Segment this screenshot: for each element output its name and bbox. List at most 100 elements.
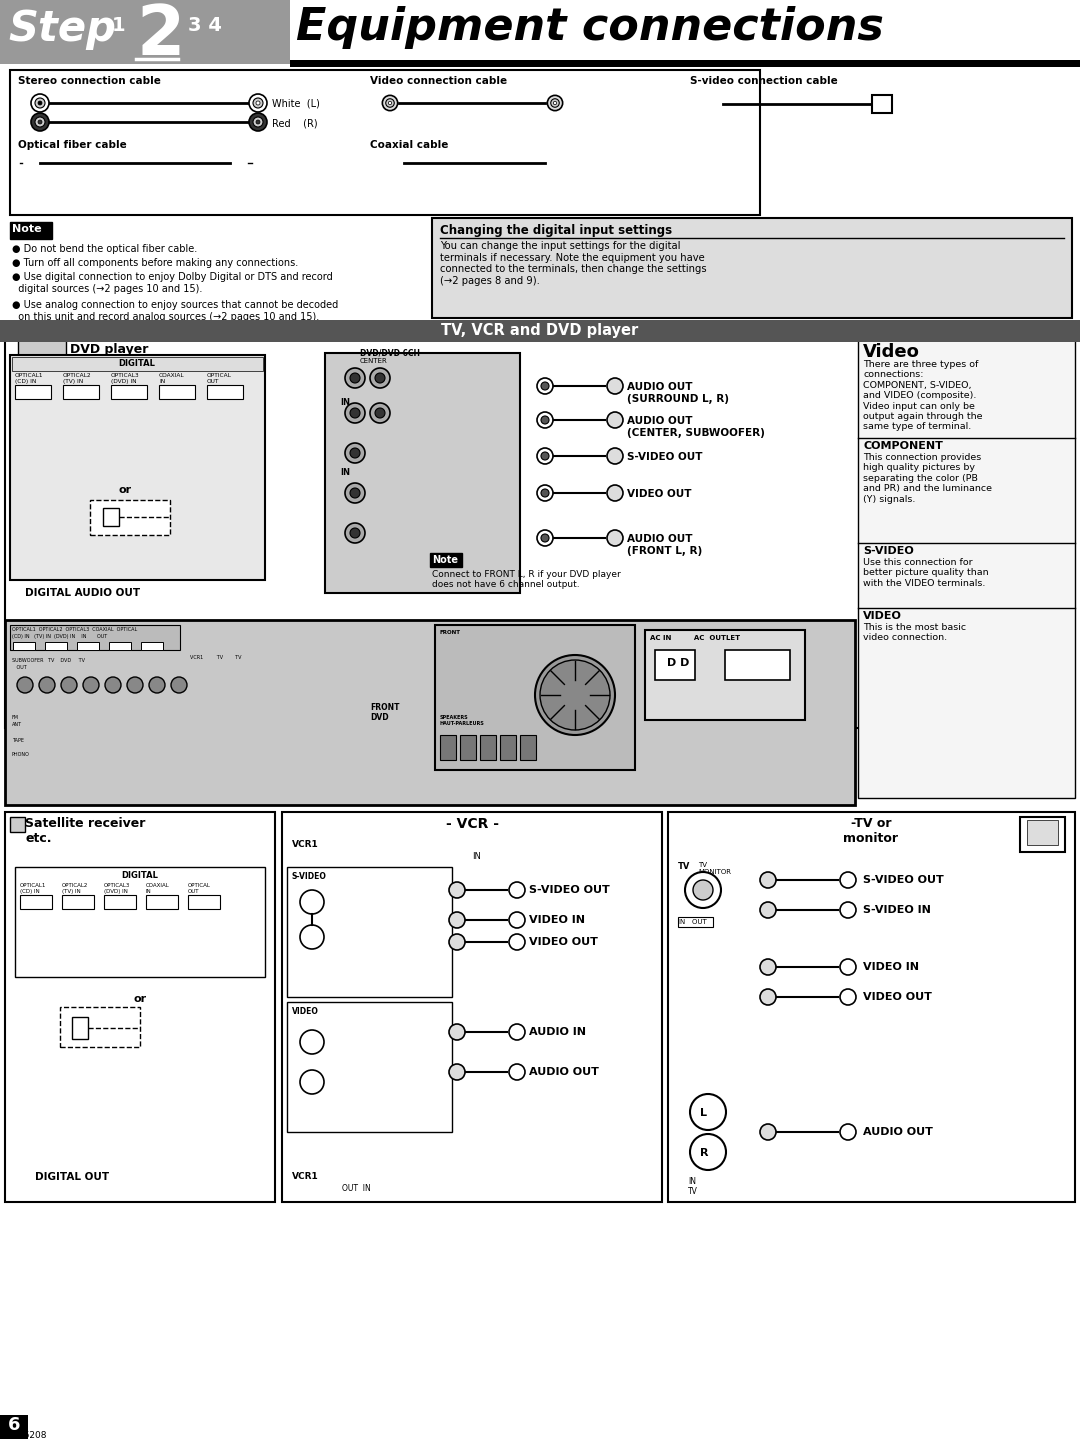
Bar: [519, 735, 536, 760]
Text: Video: Video: [863, 342, 920, 361]
Text: AUDIO OUT: AUDIO OUT: [529, 1066, 599, 1076]
Bar: [60, 1007, 140, 1048]
Circle shape: [253, 98, 264, 108]
Bar: [0, 1415, 28, 1439]
Bar: [645, 630, 805, 720]
Circle shape: [345, 484, 365, 504]
Circle shape: [685, 872, 721, 908]
Circle shape: [449, 882, 465, 898]
Circle shape: [607, 378, 623, 394]
Circle shape: [509, 1063, 525, 1081]
Bar: [5, 338, 860, 728]
Circle shape: [149, 676, 165, 694]
Circle shape: [256, 101, 260, 105]
Text: Changing the digital input settings: Changing the digital input settings: [440, 224, 672, 237]
Circle shape: [249, 94, 267, 112]
Text: OUT: OUT: [12, 665, 27, 671]
Bar: [15, 386, 51, 399]
Text: AUDIO OUT
(FRONT L, R): AUDIO OUT (FRONT L, R): [627, 534, 702, 555]
Circle shape: [300, 925, 324, 948]
Bar: [0, 0, 291, 63]
Text: S-VIDEO IN: S-VIDEO IN: [863, 905, 931, 915]
Bar: [282, 812, 662, 1202]
Circle shape: [840, 958, 856, 976]
Text: OPTICAL3
(DVD) IN: OPTICAL3 (DVD) IN: [111, 373, 139, 384]
Text: VIDEO IN: VIDEO IN: [529, 915, 585, 925]
Text: DIGITAL OUT: DIGITAL OUT: [35, 1171, 109, 1181]
Bar: [159, 386, 195, 399]
Text: Step: Step: [8, 9, 116, 50]
Text: R: R: [700, 1148, 708, 1158]
Circle shape: [540, 661, 610, 730]
Text: Video connection cable: Video connection cable: [370, 76, 508, 86]
Circle shape: [350, 409, 360, 417]
Circle shape: [300, 889, 324, 914]
Circle shape: [537, 412, 553, 427]
Text: or: or: [134, 994, 147, 1004]
Circle shape: [541, 381, 549, 390]
Bar: [111, 386, 147, 399]
Bar: [380, 155, 404, 171]
Circle shape: [537, 485, 553, 501]
Text: OPTICAL1
(CD) IN: OPTICAL1 (CD) IN: [21, 884, 46, 894]
Bar: [109, 642, 131, 650]
Circle shape: [375, 409, 384, 417]
Text: Note: Note: [432, 555, 458, 566]
Circle shape: [31, 114, 49, 131]
Text: Note: Note: [12, 224, 42, 235]
Circle shape: [541, 534, 549, 543]
Bar: [500, 735, 516, 760]
Text: This connection provides
high quality pictures by
separating the color (PB
and P: This connection provides high quality pi…: [863, 453, 993, 504]
Bar: [62, 895, 94, 909]
Circle shape: [541, 452, 549, 460]
Text: Connect to FRONT L, R if your DVD player
does not have 6 channel output.: Connect to FRONT L, R if your DVD player…: [432, 570, 621, 590]
Circle shape: [38, 119, 42, 124]
Circle shape: [39, 676, 55, 694]
Text: SPEAKERS
HAUT-PARLEURS: SPEAKERS HAUT-PARLEURS: [440, 715, 485, 725]
Text: Use this connection for
better picture quality than
with the VIDEO terminals.: Use this connection for better picture q…: [863, 558, 988, 587]
Text: OPTICAL1  OPTICAL2  OPTICAL3  COAXIAL  OPTICAL: OPTICAL1 OPTICAL2 OPTICAL3 COAXIAL OPTIC…: [12, 627, 137, 632]
Text: FRONT: FRONT: [440, 630, 461, 635]
Text: There are three types of
connections:
COMPONENT, S-VIDEO,
and VIDEO (composite).: There are three types of connections: CO…: [863, 360, 983, 432]
Bar: [325, 353, 519, 593]
Text: 1: 1: [112, 16, 125, 35]
Circle shape: [350, 448, 360, 458]
Text: Red    (R): Red (R): [272, 119, 318, 130]
Text: Coaxial cable: Coaxial cable: [370, 140, 448, 150]
Circle shape: [350, 528, 360, 538]
Text: ● Turn off all components before making any connections.: ● Turn off all components before making …: [12, 258, 298, 268]
Circle shape: [840, 902, 856, 918]
Bar: [384, 158, 400, 168]
Text: AUDIO OUT
(SURROUND L, R): AUDIO OUT (SURROUND L, R): [627, 381, 729, 403]
Circle shape: [509, 1025, 525, 1040]
Circle shape: [83, 676, 99, 694]
Text: Optical fiber cable: Optical fiber cable: [18, 140, 126, 150]
Text: DIGITAL AUDIO OUT: DIGITAL AUDIO OUT: [25, 589, 140, 599]
Text: TV, VCR and DVD player: TV, VCR and DVD player: [442, 322, 638, 338]
Text: ANT: ANT: [12, 722, 22, 727]
Text: This is the most basic
video connection.: This is the most basic video connection.: [863, 623, 967, 642]
Bar: [104, 895, 136, 909]
Text: OPTICAL
OUT: OPTICAL OUT: [207, 373, 232, 384]
Circle shape: [375, 373, 384, 383]
Circle shape: [449, 1025, 465, 1040]
Circle shape: [537, 378, 553, 394]
Text: IN   OUT: IN OUT: [678, 920, 706, 925]
Circle shape: [509, 912, 525, 928]
Text: VCR1         TV        TV: VCR1 TV TV: [190, 655, 242, 661]
Circle shape: [389, 101, 392, 105]
Circle shape: [249, 114, 267, 131]
Circle shape: [253, 117, 264, 127]
Circle shape: [300, 1071, 324, 1094]
Circle shape: [127, 676, 143, 694]
Text: S-VIDEO OUT: S-VIDEO OUT: [529, 885, 610, 895]
Circle shape: [345, 368, 365, 389]
Text: VIDEO OUT: VIDEO OUT: [529, 937, 598, 947]
Circle shape: [35, 98, 45, 108]
Circle shape: [449, 1063, 465, 1081]
Text: D D: D D: [667, 658, 689, 668]
Text: TAPE: TAPE: [12, 738, 24, 743]
Text: AUDIO IN: AUDIO IN: [529, 1027, 586, 1038]
Bar: [678, 917, 713, 927]
Circle shape: [17, 676, 33, 694]
